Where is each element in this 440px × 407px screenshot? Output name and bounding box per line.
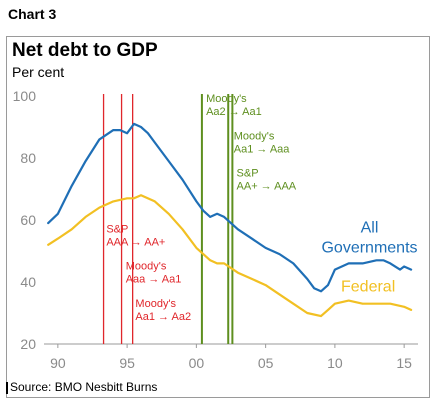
series-label-all-governments: All Governments	[321, 219, 417, 256]
x-tick-label-00: 00	[189, 355, 205, 371]
annotation-moodys-down2: Moody's Aa1 → Aa2	[135, 298, 191, 323]
y-tick-label-40: 40	[20, 274, 36, 290]
x-tick-label-90: 90	[50, 355, 66, 371]
annotation-moodys-up2: Moody's Aa1 → Aaa	[234, 130, 291, 155]
y-tick-label-80: 80	[20, 150, 36, 166]
series-line-all-governments	[47, 122, 413, 293]
x-tick-label-95: 95	[119, 355, 135, 371]
chart-title: Net debt to GDP	[12, 40, 158, 61]
series-line-federal	[47, 194, 413, 318]
y-tick-label-100: 100	[13, 88, 37, 104]
y-tick-label-20: 20	[20, 336, 36, 352]
annotation-sp-up: S&P AA+ → AAA	[237, 168, 297, 193]
source-note: Source: BMO Nesbitt Burns	[10, 380, 158, 394]
annotation-sp-down: S&P AAA → AA+	[106, 223, 165, 248]
chart-frame	[6, 36, 430, 398]
annotation-moodys-up1: Moody's Aa2 → Aa1	[206, 93, 262, 118]
source-marker	[6, 382, 8, 394]
x-tick-label-15: 15	[396, 355, 412, 371]
x-tick-label-10: 10	[327, 355, 343, 371]
chart-subtitle: Per cent	[12, 64, 65, 80]
series-label-federal: Federal	[341, 278, 395, 295]
chart-number-label: Chart 3	[8, 6, 57, 22]
x-tick-label-05: 05	[258, 355, 274, 371]
annotation-moodys-down1: Moody's Aaa → Aa1	[126, 261, 182, 286]
y-tick-label-60: 60	[20, 212, 36, 228]
